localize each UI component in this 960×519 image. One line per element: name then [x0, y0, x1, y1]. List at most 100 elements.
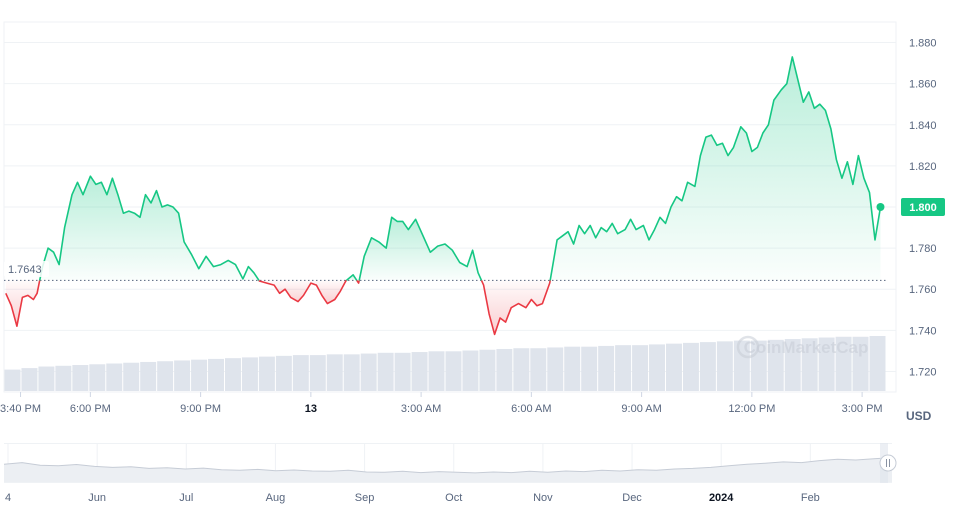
x-tick-label: 12:00 PM	[728, 403, 775, 415]
volume-bar	[225, 358, 241, 391]
volume-bar	[835, 336, 852, 391]
x-tick-label: 13	[305, 403, 317, 415]
volume-bar	[530, 348, 547, 391]
area-segment-down	[259, 280, 347, 304]
volume-bar	[292, 355, 309, 391]
navigator-tick-label: 4	[5, 492, 11, 504]
x-axis: 3:40 PM 6:00 PM 9:00 PM 13 3:00 AM 6:00 AM 9:0…	[0, 392, 883, 415]
baseline-badge-bg	[4, 261, 49, 277]
area-segment-up	[39, 176, 260, 281]
price-line	[5, 56, 882, 336]
x-tick-label: 3:00 PM	[842, 403, 883, 415]
navigator-border-bottom	[4, 482, 892, 483]
volume-bar	[208, 358, 224, 391]
volume-bar	[343, 354, 360, 391]
line-segment-up	[358, 216, 483, 281]
volume-bar	[157, 361, 174, 391]
y-tick-label: 1.740	[909, 325, 937, 337]
y-tick-label: 1.860	[909, 79, 937, 91]
volume-bar	[174, 360, 191, 391]
volume-bar	[682, 342, 699, 391]
volume-bar	[326, 354, 343, 391]
volume-bar	[699, 342, 716, 391]
x-tick-label: 9:00 AM	[621, 403, 661, 415]
navigator-area	[4, 457, 892, 482]
watermark-logo-icon	[736, 335, 760, 359]
volume-bar	[394, 352, 411, 391]
volume-bar	[38, 366, 55, 391]
navigator-tick-label: Jul	[179, 492, 193, 504]
current-price-dot	[876, 203, 885, 211]
x-tick-label: 3:40 PM	[0, 403, 41, 415]
volume-bar	[615, 345, 632, 391]
volume-bar	[123, 362, 140, 391]
volume-bar	[4, 369, 21, 391]
navigator-tick-label: Dec	[622, 492, 642, 504]
volume-bar	[309, 355, 326, 391]
line-segment-up	[345, 274, 358, 282]
volume-bar	[428, 351, 445, 391]
volume-bar	[445, 351, 462, 391]
y-tick-label: 1.820	[909, 161, 937, 173]
y-tick-label: 1.780	[909, 243, 937, 255]
area-segment-up	[359, 217, 482, 281]
volume-bar	[106, 363, 123, 391]
volume-bar	[411, 352, 428, 391]
volume-bar	[55, 365, 72, 391]
navigator-tick-label: Sep	[355, 492, 375, 504]
navigator-handle-knob[interactable]	[879, 454, 897, 472]
volume-bar	[801, 338, 818, 391]
watermark-logo: CoinMarketCap	[744, 338, 869, 357]
y-tick-label: 1.760	[909, 284, 937, 296]
y-tick-label: 1.720	[909, 366, 937, 378]
volume-bar	[818, 337, 835, 391]
volume-bar	[564, 346, 581, 391]
volume-bar	[275, 355, 292, 391]
x-tick-label: 9:00 PM	[180, 403, 221, 415]
volume-bar	[869, 336, 886, 391]
volume-bar	[360, 353, 377, 391]
volume-bar	[598, 345, 615, 391]
volume-bar	[767, 339, 784, 391]
area-segment-up	[550, 56, 881, 281]
navigator-tick-label: Nov	[533, 492, 553, 504]
volume-bar	[513, 348, 530, 391]
line-segment-down	[480, 280, 551, 336]
volume-bar	[191, 359, 208, 391]
navigator-line	[3, 457, 893, 474]
volume-bar	[377, 352, 394, 391]
volume-bar	[716, 341, 733, 391]
price-area	[5, 56, 881, 335]
volume-bar	[852, 336, 869, 391]
navigator-tick-label: Feb	[801, 492, 820, 504]
volume-bars	[4, 336, 886, 391]
line-segment-up	[549, 56, 882, 281]
volume-bar	[241, 357, 258, 391]
y-tick-label: 1.840	[909, 120, 937, 132]
volume-bar	[666, 343, 682, 391]
volume-bar	[21, 368, 38, 391]
navigator-x-axis: 4 Jun Jul Aug Sep Oct Nov Dec 2024 Feb	[5, 492, 820, 504]
volume-bar	[632, 345, 649, 391]
volume-bar	[784, 339, 801, 391]
line-segment-down	[5, 280, 41, 327]
line-segment-up	[38, 175, 260, 281]
volume-bar	[547, 347, 564, 391]
line-segment-down	[356, 279, 360, 284]
volume-bar	[733, 340, 750, 391]
volume-bar	[496, 348, 513, 391]
volume-bar	[462, 350, 479, 391]
navigator-tick-label: Jun	[88, 492, 106, 504]
navigator-tick-label: Aug	[266, 492, 286, 504]
volume-bar	[72, 365, 89, 391]
current-price-tag: 1.800	[901, 198, 945, 216]
volume-bar	[479, 349, 496, 391]
navigator-tick-label: 2024	[709, 492, 734, 504]
volume-bar	[649, 344, 665, 391]
baseline-label: 1.7643	[8, 264, 42, 276]
y-tick-label: 1.880	[909, 38, 937, 50]
navigator-handle[interactable]	[879, 454, 897, 472]
range-navigator[interactable]: 4 Jun Jul Aug Sep Oct Nov Dec 2024 Feb	[3, 443, 897, 504]
x-tick-label: 6:00 PM	[70, 403, 111, 415]
